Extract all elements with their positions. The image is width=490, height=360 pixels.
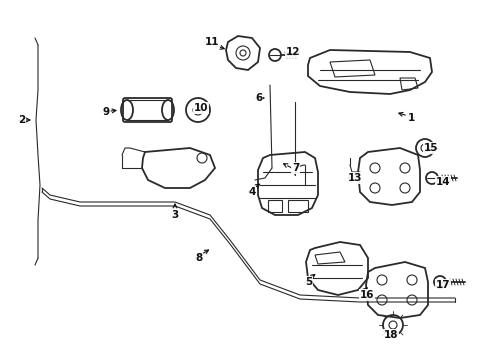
Text: 17: 17 <box>436 280 450 290</box>
Text: 14: 14 <box>436 177 450 187</box>
Text: 13: 13 <box>348 173 363 183</box>
Text: 11: 11 <box>205 37 220 47</box>
Text: 12: 12 <box>286 47 300 57</box>
Text: 10: 10 <box>194 103 208 113</box>
Text: 5: 5 <box>305 277 312 287</box>
Text: 8: 8 <box>195 253 202 263</box>
Text: 1: 1 <box>408 113 415 123</box>
Text: 4: 4 <box>248 187 255 197</box>
Text: 9: 9 <box>102 107 109 117</box>
Text: 15: 15 <box>423 143 438 153</box>
Text: 18: 18 <box>384 330 398 340</box>
Text: 7: 7 <box>292 163 299 173</box>
Text: 6: 6 <box>255 93 262 103</box>
Text: 3: 3 <box>172 210 179 220</box>
Text: 16: 16 <box>360 290 374 300</box>
Text: 2: 2 <box>18 115 25 125</box>
